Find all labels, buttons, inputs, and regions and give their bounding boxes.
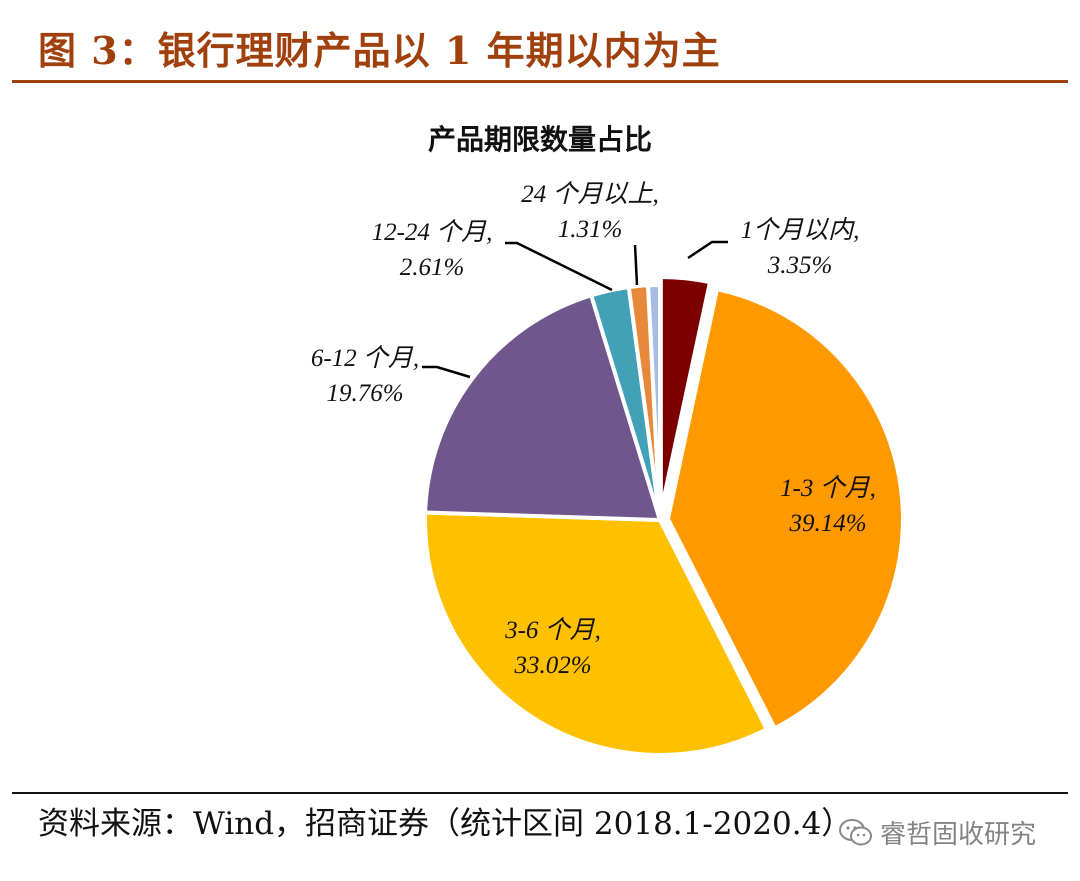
- pie-slice: [665, 287, 905, 731]
- source-note: 资料来源：Wind，招商证券（统计区间 2018.1-2020.4）: [38, 806, 853, 842]
- slice-label-name: 1个月以内,: [741, 216, 860, 244]
- slice-label-name: 3-6 个月,: [504, 616, 601, 644]
- slice-label-value: 1.31%: [558, 216, 623, 243]
- slice-label-name: 6-12 个月,: [311, 344, 419, 372]
- source-rule: [12, 792, 1068, 794]
- wechat-icon: [839, 818, 872, 845]
- slice-label: 1-3 个月, 39.14%: [780, 474, 876, 537]
- slice-label-name: 12-24 个月,: [372, 218, 493, 246]
- leader-line: [633, 244, 639, 286]
- chart-title: 产品期限数量占比: [427, 123, 652, 156]
- pie-slice: [423, 510, 769, 757]
- pie-slice: [658, 275, 712, 515]
- slice-label: 6-12 个月, 19.76%: [311, 344, 419, 407]
- pie-slice: [423, 293, 662, 522]
- slice-label-value: 19.76%: [326, 380, 403, 407]
- figure-title: 图 3：银行理财产品以 1 年期以内为主: [38, 28, 721, 73]
- slice-label: 24 个月以上, 1.31%: [521, 180, 659, 243]
- slice-label-value: 3.35%: [767, 252, 833, 279]
- slice-label-name: 24 个月以上,: [521, 180, 659, 208]
- slice-label: 1个月以内, 3.35%: [741, 216, 860, 279]
- leader-line: [422, 365, 471, 379]
- title-rule: [12, 80, 1068, 83]
- slice-label-value: 39.14%: [788, 510, 866, 537]
- slice-label: 3-6 个月, 33.02%: [504, 616, 601, 679]
- leader-line: [687, 240, 728, 260]
- watermark: 睿哲固收研究: [838, 814, 1036, 851]
- pie-slice: [646, 283, 662, 522]
- slice-label-value: 33.02%: [513, 652, 591, 679]
- slice-label-name: 1-3 个月,: [780, 474, 876, 502]
- slice-label: 12-24 个月, 2.61%: [372, 218, 493, 281]
- leader-line: [505, 241, 613, 292]
- watermark-text: 睿哲固收研究: [880, 820, 1037, 850]
- slice-label-value: 2.61%: [400, 254, 465, 281]
